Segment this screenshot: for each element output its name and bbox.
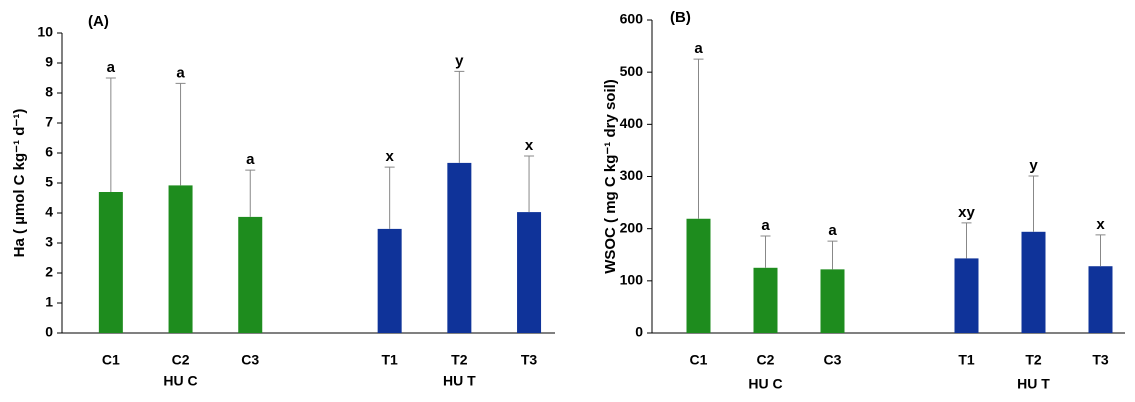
bar	[1021, 231, 1046, 333]
y-tick-label: 0	[45, 324, 53, 340]
bar	[954, 258, 979, 333]
significance-letter: a	[828, 222, 837, 239]
x-tick-label: T2	[1025, 352, 1042, 368]
y-tick-label: 1	[45, 294, 53, 310]
bar	[447, 162, 472, 333]
error-bar	[454, 70, 465, 163]
error-bar	[961, 222, 972, 259]
y-tick-label: 300	[620, 167, 644, 183]
bar	[517, 212, 542, 333]
x-tick-label: T1	[958, 352, 975, 368]
bar	[820, 269, 845, 333]
y-axis-label: Ha ( µmol C kg⁻¹ d⁻¹)	[11, 109, 28, 258]
significance-letter: xy	[958, 204, 975, 221]
x-tick-label: C2	[172, 352, 190, 368]
y-tick-label: 8	[45, 84, 53, 100]
error-bar	[175, 82, 186, 186]
bar	[168, 185, 193, 333]
y-tick-label: 9	[45, 54, 53, 70]
y-tick-label: 5	[45, 174, 53, 190]
y-tick-label: 400	[620, 115, 644, 131]
x-tick-label: T2	[451, 352, 468, 368]
bar	[1088, 266, 1113, 333]
bar	[377, 228, 402, 333]
y-tick-label: 0	[635, 324, 643, 340]
significance-letter: a	[694, 40, 703, 57]
significance-letter: a	[761, 217, 770, 234]
error-bar	[384, 166, 395, 229]
group-label: HU C	[748, 376, 782, 392]
significance-letter: x	[385, 148, 394, 165]
group-label: HU T	[1017, 376, 1050, 392]
x-tick-label: C2	[757, 352, 775, 368]
error-bar	[1028, 175, 1039, 232]
y-tick-label: 4	[45, 204, 53, 220]
error-bar	[1095, 234, 1106, 267]
significance-letter: y	[455, 52, 464, 69]
chart-title: (A)	[88, 13, 109, 30]
error-bar	[245, 169, 256, 217]
y-tick-label: 6	[45, 144, 53, 160]
y-tick-label: 2	[45, 264, 53, 280]
bar	[686, 218, 711, 333]
significance-letter: a	[176, 64, 185, 81]
x-tick-label: C1	[102, 352, 120, 368]
error-bar	[760, 235, 771, 268]
y-axis-label: WSOC ( mg C kg⁻¹ dry soil)	[602, 79, 619, 274]
bar	[238, 216, 263, 333]
error-bar	[827, 240, 838, 270]
x-tick-label: C1	[690, 352, 708, 368]
bar	[98, 192, 123, 333]
significance-letter: x	[525, 137, 534, 154]
error-bar	[693, 58, 704, 219]
significance-letter: a	[107, 59, 116, 76]
group-label: HU T	[443, 373, 476, 389]
x-tick-label: C3	[824, 352, 842, 368]
significance-letter: a	[246, 151, 255, 168]
x-tick-label: C3	[241, 352, 259, 368]
y-tick-label: 200	[620, 219, 644, 235]
y-tick-label: 500	[620, 63, 644, 79]
y-tick-label: 100	[620, 272, 644, 288]
error-bar	[105, 77, 116, 192]
y-tick-label: 600	[620, 11, 644, 27]
significance-letter: y	[1029, 157, 1038, 174]
y-tick-label: 10	[37, 24, 53, 40]
bar	[753, 267, 778, 333]
x-tick-label: T1	[381, 352, 398, 368]
chart-title: (B)	[670, 9, 691, 26]
x-tick-label: T3	[521, 352, 538, 368]
y-tick-label: 3	[45, 234, 53, 250]
x-tick-label: T3	[1092, 352, 1109, 368]
group-label: HU C	[163, 373, 197, 389]
y-tick-label: 7	[45, 114, 53, 130]
significance-letter: x	[1096, 216, 1105, 233]
error-bar	[524, 155, 535, 213]
